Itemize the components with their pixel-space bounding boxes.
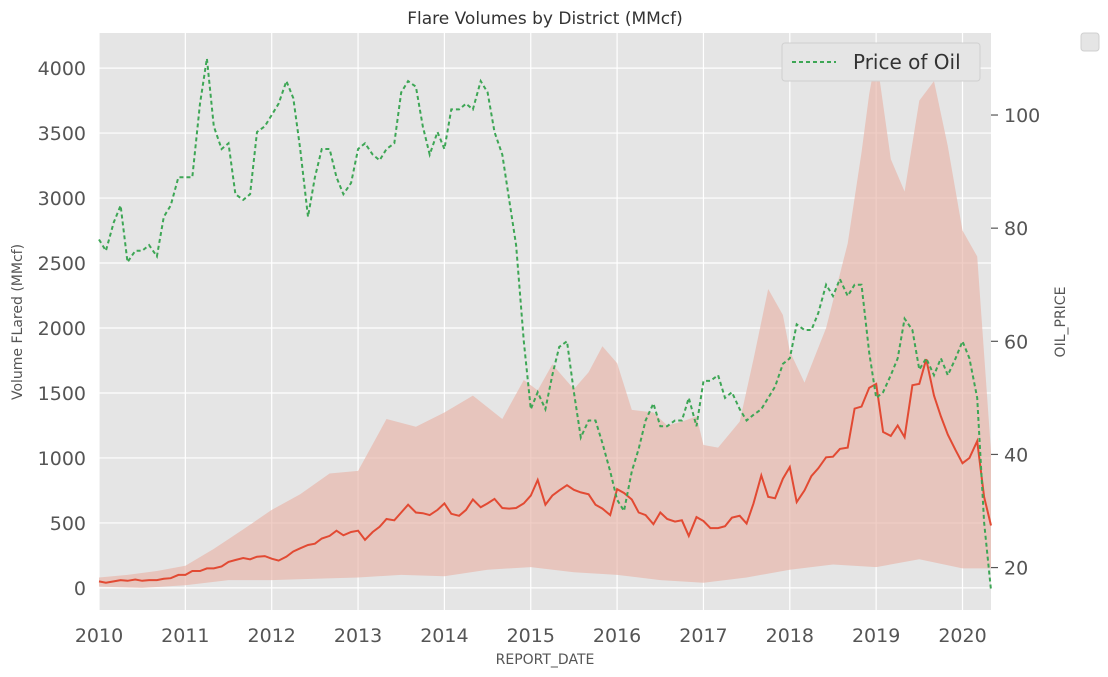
empty-legend-box <box>1080 32 1100 52</box>
x-tick-label-2016: 2016 <box>593 625 641 647</box>
y2-axis-label: OIL_PRICE <box>1053 287 1069 358</box>
oil-price-line <box>98 58 992 591</box>
y2-tick-label-40: 40 <box>1004 444 1028 466</box>
legend-box <box>781 42 981 82</box>
x-tick-label-2017: 2017 <box>679 625 727 647</box>
x-tick-label-2020: 2020 <box>938 625 986 647</box>
x-tick-label-2013: 2013 <box>334 625 382 647</box>
oil-price-path <box>98 58 992 591</box>
x-tick-label-2011: 2011 <box>161 625 209 647</box>
y-tick-label-2500: 2500 <box>38 253 86 275</box>
legend: Price of Oil <box>781 42 981 82</box>
flare-mean-line <box>98 358 992 584</box>
y-axis-label: Volume FLared (MMcf) <box>10 244 26 400</box>
x-tick-label-2015: 2015 <box>507 625 555 647</box>
x-tick-label-2019: 2019 <box>852 625 900 647</box>
x-tick-label-2010: 2010 <box>75 625 123 647</box>
y2-tick-label-100: 100 <box>1004 105 1040 127</box>
y-tick-label-3000: 3000 <box>38 188 86 210</box>
y2-axis-ticks: 20 40 60 80 100 <box>991 105 1040 580</box>
y-tick-label-4000: 4000 <box>38 58 86 80</box>
y-tick-label-500: 500 <box>50 513 86 535</box>
x-axis-ticks: 2010 2011 2012 2013 2014 2015 2016 2017 2018 2019… <box>75 625 987 647</box>
flare-mean-path <box>98 358 992 584</box>
x-tick-label-2018: 2018 <box>766 625 814 647</box>
flare-band-area <box>99 55 991 588</box>
y2-tick-label-80: 80 <box>1004 218 1028 240</box>
x-tick-label-2014: 2014 <box>420 625 468 647</box>
y2-tick-label-20: 20 <box>1004 558 1028 580</box>
chart-title: Flare Volumes by District (MMcf) <box>407 9 683 29</box>
y-tick-label-3500: 3500 <box>38 123 86 145</box>
y2-tick-label-60: 60 <box>1004 331 1028 353</box>
y-tick-label-2000: 2000 <box>38 318 86 340</box>
y-tick-label-1000: 1000 <box>38 448 86 470</box>
x-tick-label-2012: 2012 <box>248 625 296 647</box>
x-axis-label: REPORT_DATE <box>496 652 595 668</box>
flare-range-band <box>99 55 991 588</box>
y-axis-ticks: 0 500 1000 1500 2000 2500 3000 3500 4000 <box>38 58 86 600</box>
legend-label-oil-price: Price of Oil <box>853 50 961 74</box>
y-tick-label-0: 0 <box>74 578 86 600</box>
y-tick-label-1500: 1500 <box>38 383 86 405</box>
